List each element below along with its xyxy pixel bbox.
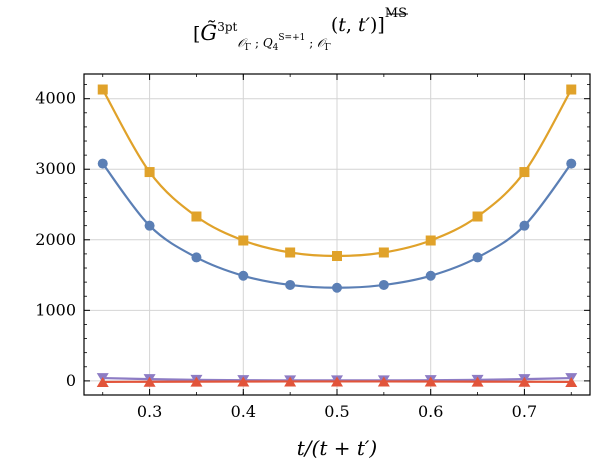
chart-title-part: Q	[263, 36, 273, 50]
series-triangle-up	[96, 376, 578, 387]
grid	[84, 74, 590, 395]
circle-marker	[378, 279, 389, 290]
chart-title-part: S=+1	[278, 33, 305, 43]
chart-title-part: 𝒪	[317, 36, 328, 50]
chart-title-part: ;	[305, 36, 317, 50]
chart-title-part: t	[338, 14, 346, 36]
chart-title-part: [	[193, 23, 200, 45]
chart-title-group: [G̃3pt𝒪Γ ; Q4S=+1 ; 𝒪Γ(t, t′)]MS	[193, 6, 409, 53]
triangle-up-marker	[518, 376, 531, 387]
square-marker	[519, 167, 530, 178]
square-marker	[378, 247, 389, 258]
chart-title-part: Γ	[325, 43, 331, 53]
series-square	[97, 84, 577, 262]
circle-marker	[519, 220, 530, 231]
triangle-up-marker	[96, 376, 109, 387]
y-tick-label: 3000	[35, 159, 76, 178]
series-layer	[96, 84, 578, 387]
circle-marker	[332, 282, 342, 293]
chart-title-part: ,	[346, 14, 358, 36]
circle-marker	[97, 158, 108, 169]
chart-title-part: 𝒪	[237, 36, 248, 50]
chart-title-part: ;	[251, 36, 263, 50]
circle-marker	[144, 220, 155, 231]
triangle-up-marker	[377, 376, 390, 387]
square-marker	[238, 235, 249, 246]
y-tick-label: 2000	[35, 230, 76, 249]
circle-marker	[285, 279, 296, 290]
tick-labels: 0.3 0.4 0.5 0.6 0.7 0 1000 2000 3000 4000	[35, 89, 537, 421]
triangle-up-marker	[471, 376, 484, 387]
chart-title-part: (	[331, 14, 338, 36]
circle-marker	[472, 252, 483, 263]
triangle-up-marker	[331, 376, 343, 387]
ticks	[84, 74, 590, 396]
square-marker	[285, 247, 296, 258]
triangle-up-marker	[424, 376, 437, 387]
x-axis-label: t/(t + t′)	[297, 436, 377, 460]
circle-marker	[191, 252, 202, 263]
circle-marker	[238, 270, 249, 281]
square-marker	[566, 84, 577, 95]
chart-title-part: )]	[370, 14, 385, 36]
square-marker	[191, 211, 202, 222]
chart-title-part: t′	[358, 14, 371, 36]
chart-title-part: G̃	[200, 21, 217, 45]
x-tick-label: 0.7	[512, 402, 537, 421]
series-circle	[97, 158, 577, 293]
circle-marker	[566, 158, 577, 169]
y-tick-label: 0	[66, 371, 76, 390]
triangle-up-marker	[143, 376, 156, 387]
circle-marker	[425, 270, 436, 281]
chart-title-part: Γ	[245, 43, 251, 53]
triangle-up-marker	[190, 376, 203, 387]
square-marker	[144, 167, 155, 178]
square-marker	[332, 251, 342, 262]
square-marker	[425, 235, 436, 246]
y-tick-label: 1000	[35, 300, 76, 319]
x-tick-label: 0.4	[231, 402, 256, 421]
triangle-up-marker	[565, 376, 578, 387]
x-tick-label: 0.3	[137, 402, 162, 421]
triangle-up-marker	[284, 376, 297, 387]
y-tick-label: 4000	[35, 89, 76, 108]
chart-title: [G̃3pt𝒪Γ ; Q4S=+1 ; 𝒪Γ(t, t′)]MS	[193, 6, 407, 53]
x-tick-label: 0.5	[324, 402, 349, 421]
x-tick-label: 0.6	[418, 402, 443, 421]
square-marker	[97, 84, 108, 95]
square-marker	[472, 211, 483, 222]
chart-title-part: 4	[273, 43, 279, 53]
chart-title-part: 3pt	[217, 20, 237, 34]
triangle-up-marker	[237, 376, 250, 387]
